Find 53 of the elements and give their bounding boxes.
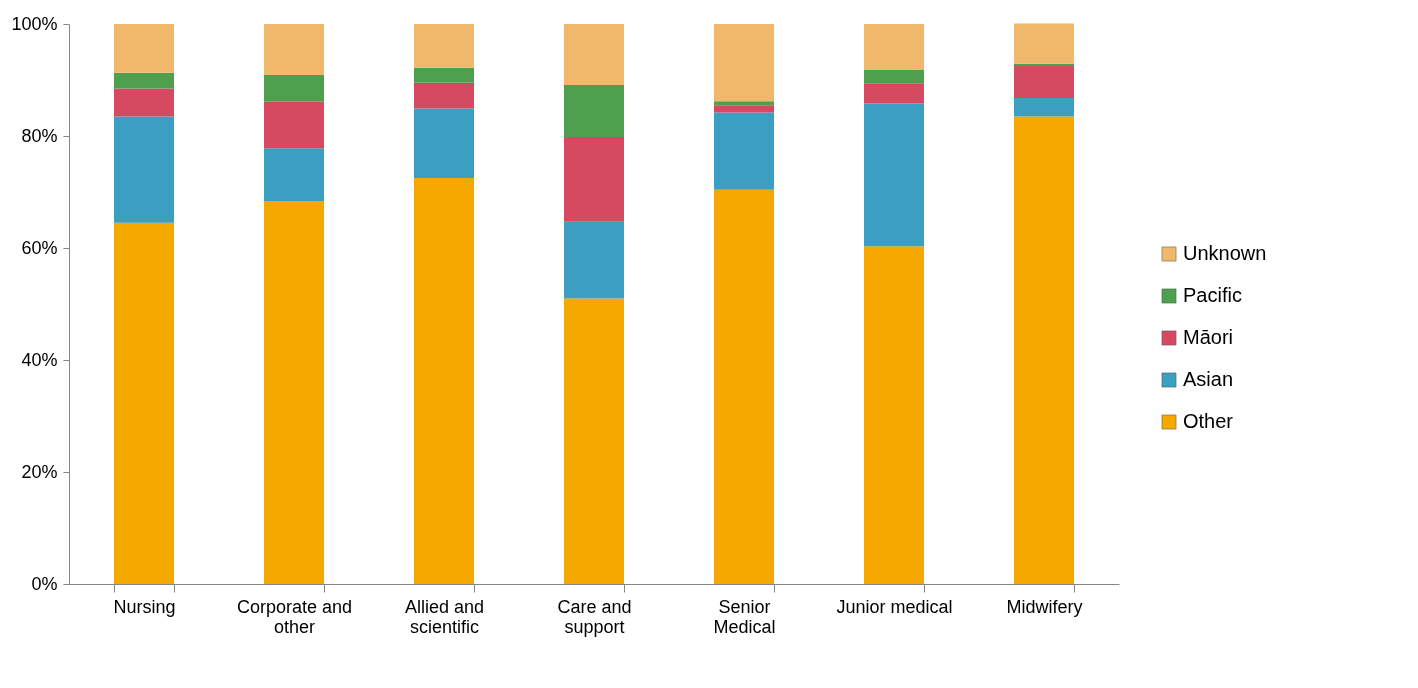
bar [714, 105, 774, 113]
bar [414, 24, 474, 68]
bar [864, 24, 924, 70]
bar [564, 85, 624, 138]
bar [714, 189, 774, 584]
bar [1014, 23, 1074, 64]
x-tick-label: Midwifery [1006, 596, 1083, 617]
legend-label: Pacific [1183, 284, 1242, 306]
y-tick-label: 80% [21, 125, 58, 146]
bar [714, 112, 774, 190]
bar [1014, 116, 1074, 584]
bar [1014, 97, 1074, 117]
bar [264, 101, 324, 149]
bar [414, 178, 474, 584]
bar [564, 24, 624, 86]
y-tick-label: 100% [11, 13, 58, 34]
bar [564, 137, 624, 222]
bar [114, 24, 174, 73]
legend-label: Asian [1183, 368, 1234, 390]
x-tick-label: Corporate and other [236, 596, 353, 637]
bar [114, 116, 174, 223]
y-tick-label: 0% [31, 573, 58, 594]
y-tick-label: 60% [21, 237, 58, 258]
bar [264, 148, 324, 201]
bar [414, 67, 474, 83]
bar [864, 246, 924, 584]
bar [564, 298, 624, 584]
x-tick-label: Nursing [113, 596, 176, 617]
y-tick-label: 20% [21, 461, 58, 482]
legend-label: Other [1183, 410, 1234, 432]
bar [114, 72, 174, 89]
bar [714, 101, 774, 106]
bar [864, 83, 924, 104]
bar [414, 82, 474, 109]
bar [264, 24, 324, 75]
bar [264, 74, 324, 102]
bar [264, 200, 324, 584]
bar [864, 103, 924, 247]
bar [114, 222, 174, 584]
legend-label: Māori [1183, 326, 1234, 348]
bar [414, 108, 474, 178]
bar [1014, 63, 1074, 66]
y-tick-label: 40% [21, 349, 58, 370]
x-tick-label: Junior medical [836, 596, 953, 617]
x-tick-label: Care and support [557, 596, 632, 637]
bar [564, 221, 624, 299]
x-tick-label: Allied and scientific [404, 596, 485, 637]
bar [864, 69, 924, 84]
x-tick-label: Senior Medical [713, 596, 776, 637]
bar [1014, 66, 1074, 98]
bar [714, 24, 774, 102]
legend-label: Unknown [1183, 242, 1267, 264]
bar [114, 88, 174, 117]
